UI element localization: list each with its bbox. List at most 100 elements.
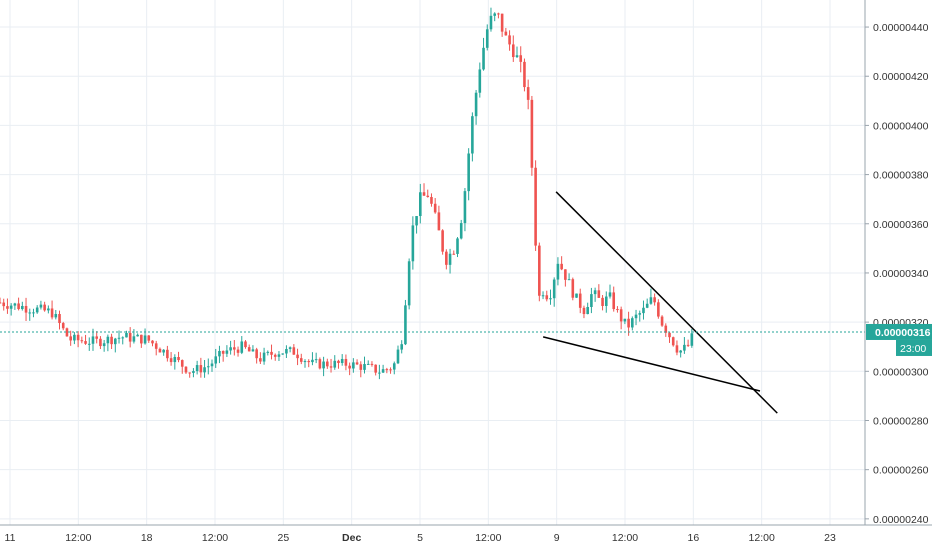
candle-body	[604, 296, 608, 306]
candle-body	[459, 223, 463, 239]
x-tick-label: 9	[554, 532, 560, 544]
candle-body	[422, 192, 426, 196]
candle-body	[158, 348, 162, 353]
candle-body	[43, 304, 46, 311]
x-tick-label: 5	[417, 532, 423, 544]
candle-body	[184, 366, 188, 373]
candle-body	[195, 365, 199, 372]
candle-body	[50, 308, 54, 318]
x-tick-label: 23	[824, 532, 836, 544]
candle-body	[582, 307, 586, 315]
candle-body	[17, 303, 20, 310]
grid	[0, 0, 865, 525]
candle-body	[508, 35, 511, 45]
candle-body	[99, 338, 102, 347]
candle-body	[471, 116, 474, 154]
countdown-tag-bg	[896, 339, 932, 356]
y-tick-label: 0.00000300	[873, 366, 929, 378]
x-tick-label: 12:00	[202, 532, 228, 544]
candle-body	[675, 345, 679, 353]
candle-body	[128, 332, 132, 342]
candle-body	[657, 302, 660, 317]
candle-body	[39, 304, 43, 308]
x-tick-label: 25	[277, 532, 289, 544]
candle-body	[441, 230, 444, 252]
upper-trendline[interactable]	[555, 191, 778, 414]
y-tick-label: 0.00000240	[873, 514, 929, 526]
candle-body	[552, 279, 556, 299]
x-tick-label: 12:00	[612, 532, 638, 544]
candle-body	[690, 333, 694, 346]
lower-trendline[interactable]	[542, 336, 761, 392]
candle-body	[381, 369, 385, 373]
candle-body	[288, 347, 292, 350]
candle-body	[396, 349, 400, 364]
candle-body	[668, 332, 671, 338]
candle-body	[482, 47, 485, 70]
candle-body	[28, 312, 32, 314]
candle-body	[266, 351, 270, 353]
x-tick-label: Dec	[342, 532, 361, 544]
candle-body	[541, 295, 545, 297]
candle-body	[188, 372, 191, 374]
candle-body	[114, 338, 117, 345]
trendlines	[542, 191, 778, 414]
candle-body	[110, 336, 113, 345]
candle-body	[177, 356, 180, 361]
candle-body	[493, 13, 496, 16]
candle-body	[374, 364, 377, 373]
candle-body	[6, 306, 9, 309]
candle-body	[58, 314, 61, 324]
candle-body	[87, 343, 91, 345]
candle-body	[333, 360, 337, 368]
candle-body	[578, 293, 582, 308]
candle-body	[627, 318, 630, 328]
candle-body	[73, 334, 76, 341]
y-tick-label: 0.00000420	[873, 71, 929, 83]
candle-body	[229, 347, 232, 351]
candle-body	[166, 349, 169, 359]
candle-body	[106, 336, 110, 344]
candle-body	[270, 351, 273, 355]
candle-body	[511, 44, 515, 58]
candle-body	[348, 365, 351, 369]
candle-body	[95, 336, 99, 339]
candle-body	[653, 297, 656, 303]
candle-body	[497, 13, 500, 15]
candle-body	[32, 312, 35, 314]
candle-body	[686, 344, 690, 346]
candle-body	[180, 360, 184, 367]
candle-body	[273, 354, 277, 357]
candle-body	[619, 309, 623, 322]
candle-body	[24, 305, 28, 313]
candle-body	[210, 363, 214, 367]
candle-body	[352, 362, 355, 369]
candle-body	[474, 92, 478, 117]
y-tick-label: 0.00000260	[873, 465, 929, 477]
candle-body	[326, 361, 329, 367]
candle-body	[671, 337, 675, 346]
candle-body	[218, 350, 221, 357]
candle-body	[407, 261, 411, 306]
candle-body	[575, 293, 578, 298]
candle-body	[355, 362, 359, 365]
candle-body	[631, 318, 634, 328]
candle-body	[285, 349, 288, 354]
candle-body	[2, 302, 6, 307]
candle-body	[515, 55, 519, 58]
candle-body	[91, 336, 95, 344]
candle-body	[370, 363, 374, 365]
countdown-label: 23:00	[900, 343, 926, 355]
y-tick-label: 0.00000340	[873, 268, 929, 280]
candles	[0, 7, 694, 380]
candle-body	[65, 328, 69, 337]
y-tick-label: 0.00000440	[873, 22, 929, 34]
candle-body	[545, 295, 549, 300]
candle-body	[445, 251, 448, 265]
candle-body	[608, 292, 612, 297]
candle-body	[143, 335, 147, 344]
candle-body	[504, 31, 508, 36]
candle-body	[571, 279, 575, 298]
